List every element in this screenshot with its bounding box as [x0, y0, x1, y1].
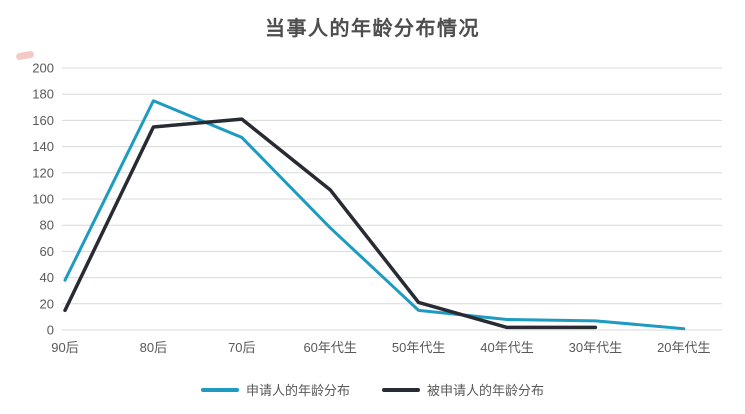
y-tick-label: 20: [40, 296, 54, 311]
chart-title: 当事人的年龄分布情况: [265, 18, 480, 40]
chart-legend: 申请人的年龄分布 被申请人的年龄分布: [0, 380, 745, 399]
x-tick-label: 20年代生: [657, 340, 710, 355]
legend-label-respondent: 被申请人的年龄分布: [427, 383, 545, 398]
x-tick-label: 50年代生: [392, 340, 445, 355]
legend-label-applicant: 申请人的年龄分布: [245, 383, 350, 398]
y-tick-label: 60: [40, 244, 54, 259]
y-tick-label: 140: [32, 139, 54, 154]
y-tick-label: 200: [32, 61, 54, 76]
y-tick-label: 100: [32, 192, 54, 207]
x-tick-label: 40年代生: [480, 340, 533, 355]
y-tick-label: 120: [32, 165, 54, 180]
series-line-1: [63, 117, 598, 330]
respondent-line-swatch-icon: [382, 387, 420, 392]
legend-item-respondent: 被申请人的年龄分布: [382, 380, 544, 399]
y-tick-label: 40: [40, 270, 54, 285]
x-tick-label: 90后: [51, 340, 78, 355]
x-tick-label: 80后: [140, 340, 167, 355]
y-tick-label: 0: [47, 323, 54, 338]
y-tick-label: 80: [40, 218, 54, 233]
y-tick-label: 160: [32, 113, 54, 128]
x-tick-label: 30年代生: [569, 340, 622, 355]
applicant-line-swatch-icon: [200, 387, 239, 392]
y-tick-label: 180: [32, 87, 54, 102]
x-tick-label: 70后: [228, 340, 255, 355]
x-tick-label: 60年代生: [303, 340, 356, 355]
legend-item-applicant: 申请人的年龄分布: [200, 380, 350, 399]
series-line-0: [63, 99, 686, 331]
